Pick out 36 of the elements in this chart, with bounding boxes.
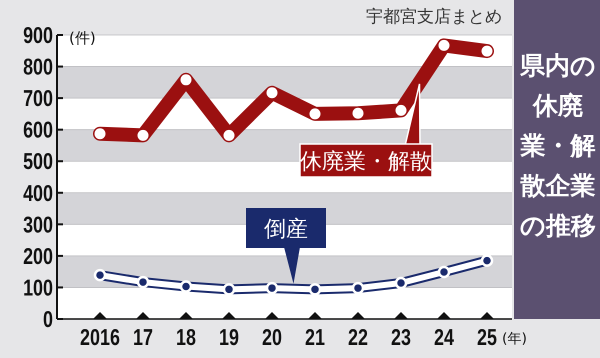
- point: [394, 276, 408, 290]
- y-tick-label: 0: [43, 306, 53, 333]
- x-tick-label: 23: [391, 324, 411, 351]
- y-tick-label: 100: [23, 275, 53, 302]
- y-axis-title: (件): [69, 29, 96, 47]
- series-label: 休廃業・解散: [300, 150, 432, 174]
- series-label: 倒産: [264, 217, 308, 242]
- x-tick-label: 22: [348, 324, 368, 351]
- y-tick-label: 600: [23, 118, 53, 144]
- point: [266, 282, 278, 294]
- point: [222, 283, 236, 296]
- y-tick-label: 900: [23, 22, 53, 49]
- point: [180, 280, 192, 293]
- x-tick-label: 21: [305, 324, 325, 351]
- y-tick-label: 300: [23, 212, 53, 238]
- x-tick-label: 25: [477, 324, 497, 351]
- x-tick-label: 19: [219, 324, 239, 351]
- x-tick-label: 20: [262, 324, 282, 351]
- y-tick-label: 400: [23, 180, 53, 206]
- x-tick-label: 2016: [80, 324, 120, 351]
- point: [308, 283, 322, 296]
- point: [438, 266, 450, 278]
- point: [480, 254, 494, 267]
- y-tick-label: 700: [23, 86, 53, 112]
- x-axis-title: (年): [502, 331, 527, 347]
- y-tick-label: 200: [23, 244, 53, 270]
- x-tick-label: 17: [133, 324, 153, 351]
- x-tick-label: 24: [434, 324, 454, 351]
- y-tick-label: 800: [23, 54, 53, 80]
- point: [94, 268, 106, 282]
- x-tick-label: 18: [176, 324, 196, 351]
- text: 宇都宮支店まとめ: [366, 7, 502, 27]
- text: 県内の休廃業・解散企業の推移: [519, 50, 597, 242]
- point: [136, 276, 150, 288]
- y-tick-label: 500: [23, 149, 53, 175]
- point: [352, 282, 364, 294]
